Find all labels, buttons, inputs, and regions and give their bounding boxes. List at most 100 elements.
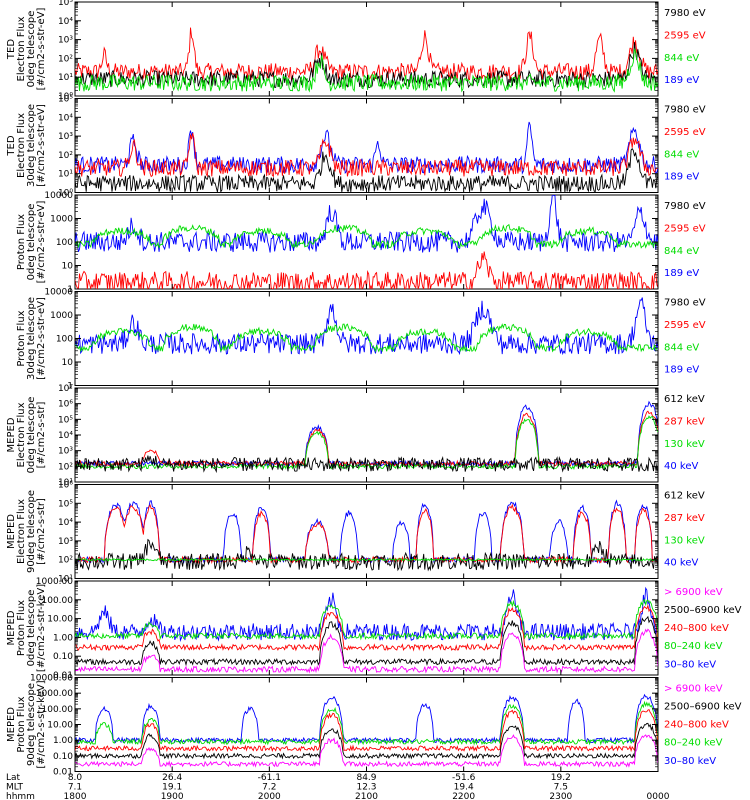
y-axis-label: [#/cm2-s-str-eV] (36, 8, 47, 91)
series-line-green (75, 47, 658, 93)
series-group (75, 297, 658, 356)
y-axis-label: 90deg telescope (26, 490, 37, 573)
legend-entry-magenta: > 6900 keV (664, 684, 723, 695)
legend-entry-red: 287 keV (664, 416, 705, 427)
series-group (75, 693, 658, 768)
y-tick-label: 10² (58, 151, 73, 161)
y-axis-label: TED (6, 135, 17, 156)
x-lat-label: 19.2 (551, 773, 571, 783)
series-line-green (75, 223, 658, 250)
series-line-black (75, 42, 658, 89)
y-tick-label: 1000.00 (36, 689, 73, 699)
legend-entry-black: 2500–6900 keV (664, 702, 742, 713)
series-line-black (75, 722, 658, 760)
legend-entry-red: 2595 eV (664, 320, 706, 331)
y-tick-label: 10000 (44, 191, 73, 201)
series-line-blue (75, 400, 658, 468)
x-mlt-label: 7.1 (68, 783, 82, 793)
legend-entry-red: 2595 eV (664, 30, 706, 41)
legend-entry-green: 80–240 keV (664, 738, 723, 749)
series-line-green (75, 323, 658, 353)
y-axis-label: 0deg telescope (26, 397, 37, 474)
series-line-red (75, 27, 658, 82)
y-tick-label: 0.01 (53, 671, 73, 681)
y-tick-label: 100 (56, 238, 73, 248)
y-tick-label: 1.00 (53, 736, 73, 746)
series-line-green (75, 700, 658, 746)
y-axis-label: 0deg telescope (26, 11, 37, 88)
legend-entry-blue: 30–80 keV (664, 756, 716, 767)
y-axis-label: MEPED (6, 514, 17, 549)
series-line-black (75, 147, 658, 193)
x-hhmm-label: 0000 (647, 792, 670, 800)
y-tick-label: 10¹ (58, 478, 73, 488)
x-row-label: Lat (6, 773, 21, 783)
y-axis-label: [#/cm2-s-str-keV] (36, 680, 47, 768)
y-tick-label: 10⁶ (58, 481, 73, 491)
y-axis-label: Electron Flux (16, 402, 27, 467)
y-tick-label: 10.00 (47, 615, 73, 625)
y-tick-label: 10³ (58, 447, 73, 457)
panel-6: 10¹ 10² 10³ 10⁴ 10⁵ 10⁶ MEPED Electron Flux 90de… (6, 481, 705, 585)
legend-entry-green: 844 eV (664, 342, 699, 353)
legend-entry-blue: 189 eV (664, 365, 699, 376)
y-axis-label: Electron Flux (16, 16, 27, 81)
y-tick-label: 10² (58, 556, 73, 566)
y-axis-label: Electron Flux (16, 499, 27, 564)
y-tick-label: 10000.00 (30, 674, 73, 684)
series-group (75, 195, 658, 289)
y-tick-label: 10⁴ (58, 17, 73, 27)
y-axis-label: [#/cm2-s-str-eV] (36, 104, 47, 187)
legend-entry-blue: 189 eV (664, 268, 699, 279)
y-tick-label: 10.00 (47, 721, 73, 731)
panel-3: 1 10 100 1000 10000 Proton Flux 0deg telescope… (16, 191, 706, 295)
legend-entry-black: 7980 eV (664, 105, 706, 116)
y-axis-label: [#/cm2-s-str-keV] (36, 584, 47, 672)
series-line-red (75, 503, 658, 565)
legend-entry-red: 2595 eV (664, 223, 706, 234)
legend-entry-red: 240–800 keV (664, 623, 729, 634)
y-tick-label: 10⁴ (58, 518, 73, 528)
series-line-red (75, 251, 658, 289)
y-tick-label: 10⁷ (58, 384, 73, 394)
panel-4: 1 10 100 1000 10000 Proton Flux 30deg telescop… (16, 288, 706, 392)
x-hhmm-label: 1900 (161, 792, 184, 800)
series-line-blue (75, 586, 658, 642)
series-line-black (75, 538, 658, 572)
y-tick-label: 1000 (50, 311, 73, 321)
x-hhmm-label: 2000 (258, 792, 281, 800)
series-line-red (75, 132, 658, 178)
y-tick-label: 1 (67, 382, 73, 392)
legend-entry-blue: 40 keV (664, 461, 698, 472)
legend-entry-green: 130 keV (664, 535, 705, 546)
y-tick-label: 10⁵ (58, 415, 73, 425)
y-tick-label: 10³ (58, 132, 73, 142)
panel-1: 10⁰ 10¹ 10² 10³ 10⁴ 10⁵ TED Electron Flux 0deg t… (6, 0, 706, 102)
x-axis-labels: LatMLThhmm20218.07.11800May 2826.419.119… (6, 773, 670, 800)
y-tick-label: 10000 (44, 288, 73, 298)
panel-8: 0.01 0.10 1.00 10.00 100.00 1000.00 10000.00 ME… (6, 674, 742, 778)
y-axis-label: [#/cm2-s-str-eV] (36, 297, 47, 380)
y-tick-label: 100.00 (42, 705, 74, 715)
x-mlt-label: 19.1 (162, 783, 182, 793)
x-mlt-label: 12.3 (356, 783, 376, 793)
y-tick-label: 10¹ (58, 170, 73, 180)
y-tick-label: 10⁰ (58, 189, 73, 199)
x-hhmm-label: 2300 (549, 792, 572, 800)
y-tick-label: 10⁴ (58, 431, 73, 441)
x-hhmm-label: 1800 (64, 792, 87, 800)
legend-entry-blue: 40 keV (664, 558, 698, 569)
y-axis-label: MEPED (6, 610, 17, 645)
legend-entry-red: 287 keV (664, 513, 705, 524)
x-lat-label: 26.4 (162, 773, 182, 783)
panel-2: 10⁰ 10¹ 10² 10³ 10⁴ 10⁵ TED Electron Flux 30deg … (6, 95, 706, 199)
series-group (75, 400, 658, 474)
y-tick-label: 10⁵ (58, 499, 73, 509)
y-tick-label: 1000 (50, 215, 73, 225)
series-line-green (75, 558, 658, 562)
x-mlt-label: 7.2 (262, 783, 276, 793)
legend-entry-red: 240–800 keV (664, 720, 729, 731)
legend-entry-black: 7980 eV (664, 201, 706, 212)
y-tick-label: 0.10 (53, 652, 73, 662)
x-lat-label: 8.0 (68, 773, 83, 783)
